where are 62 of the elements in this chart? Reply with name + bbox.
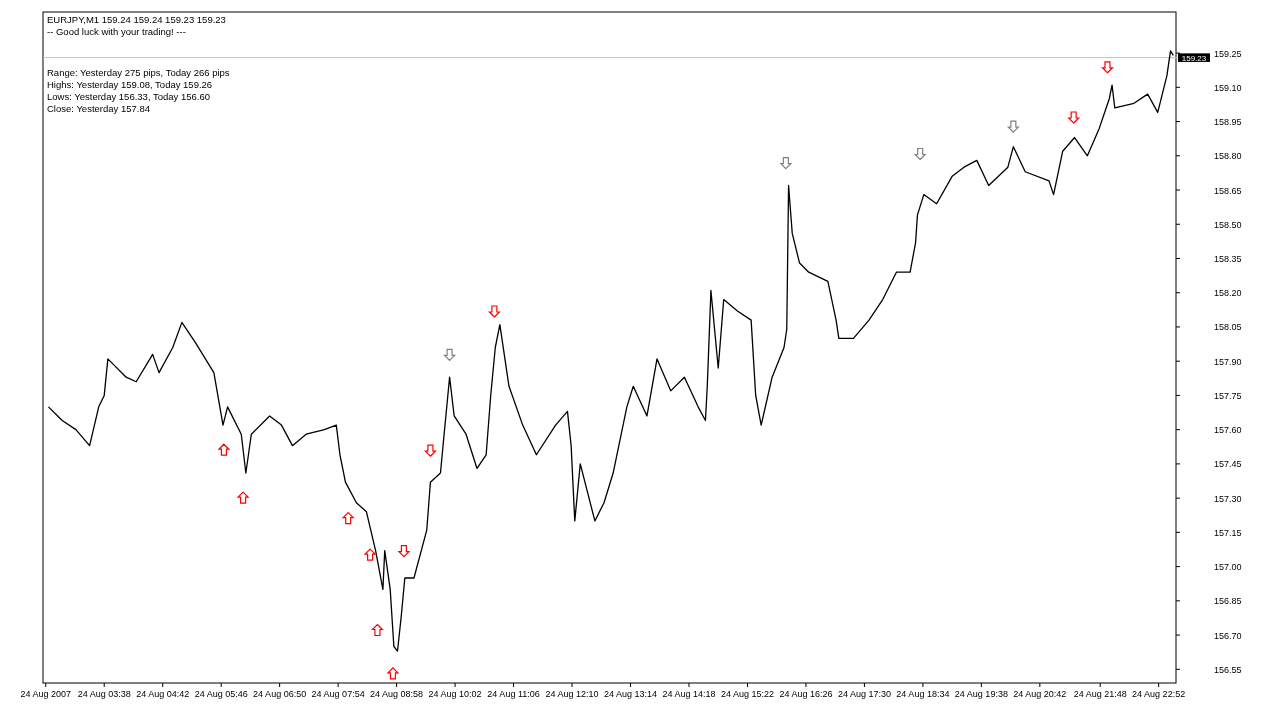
point bbox=[218, 443, 230, 456]
ref-line-label: 159.23 bbox=[1181, 53, 1207, 63]
x-tick-label: 24 Aug 19:38 bbox=[954, 689, 1008, 699]
x-tick-label: 24 Aug 2007 bbox=[20, 689, 72, 699]
point bbox=[1068, 111, 1080, 124]
x-tick-label: 24 Aug 13:14 bbox=[603, 689, 658, 699]
y-tick-label: 158.65 bbox=[1214, 185, 1242, 196]
x-tick-label: 24 Aug 08:58 bbox=[370, 689, 424, 699]
point bbox=[780, 157, 792, 170]
x-tick-label: 24 Aug 16:26 bbox=[779, 689, 833, 699]
point bbox=[364, 548, 376, 561]
y-tick-label: 158.80 bbox=[1214, 151, 1242, 162]
annotation: -- Good luck with your trading! --- bbox=[47, 26, 186, 37]
point bbox=[342, 512, 354, 525]
x-tick-label: 24 Aug 10:02 bbox=[428, 689, 482, 699]
y-tick-label: 157.90 bbox=[1214, 356, 1242, 367]
y-tick-label: 156.70 bbox=[1214, 630, 1242, 641]
x-tick-label: 24 Aug 20:42 bbox=[1013, 689, 1067, 699]
annotation: Lows: Yesterday 156.33, Today 156.60 bbox=[47, 91, 211, 102]
y-tick-label: 157.60 bbox=[1214, 425, 1242, 436]
point bbox=[444, 348, 456, 361]
point bbox=[398, 545, 410, 558]
annotation: Close: Yesterday 157.84 bbox=[47, 103, 150, 114]
y-tick-label: 157.45 bbox=[1214, 459, 1242, 470]
y-tick-label: 157.75 bbox=[1214, 390, 1242, 401]
point bbox=[1007, 120, 1019, 133]
y-tick-label: 159.10 bbox=[1214, 82, 1242, 93]
x-tick-label: 24 Aug 07:54 bbox=[311, 689, 365, 699]
annotation: Range: Yesterday 275 pips, Today 266 pips bbox=[47, 67, 230, 78]
y-tick-label: 158.20 bbox=[1214, 288, 1242, 299]
annotation: Highs: Yesterday 159.08, Today 159.26 bbox=[47, 79, 213, 90]
x-tick-label: 24 Aug 15:22 bbox=[720, 689, 774, 699]
y-tick-label: 157.00 bbox=[1214, 562, 1242, 573]
y-tick-label: 156.55 bbox=[1214, 664, 1242, 675]
y-tick-label: 159.25 bbox=[1214, 48, 1242, 59]
x-tick-label: 24 Aug 22:52 bbox=[1132, 689, 1186, 699]
point bbox=[488, 305, 500, 318]
y-tick-label: 158.05 bbox=[1214, 322, 1242, 333]
x-tick-label: 24 Aug 05:46 bbox=[194, 689, 248, 699]
point bbox=[371, 623, 384, 637]
x-tick-label: 24 Aug 21:48 bbox=[1073, 689, 1127, 699]
x-tick-label: 24 Aug 03:38 bbox=[77, 689, 131, 699]
y-tick-label: 158.35 bbox=[1214, 253, 1242, 264]
y-tick-label: 158.95 bbox=[1214, 117, 1242, 128]
y-tick-label: 157.15 bbox=[1214, 527, 1242, 538]
x-tick-label: 24 Aug 12:10 bbox=[545, 689, 599, 699]
x-tick-label: 24 Aug 11:06 bbox=[487, 689, 540, 699]
y-tick-label: 157.30 bbox=[1214, 493, 1242, 504]
x-tick-label: 24 Aug 04:42 bbox=[136, 689, 190, 699]
point bbox=[237, 491, 249, 504]
y-tick-label: 156.85 bbox=[1214, 596, 1242, 607]
x-tick-label: 24 Aug 17:30 bbox=[837, 689, 891, 699]
line-series bbox=[47, 50, 1174, 652]
y-tick-label: 158.50 bbox=[1214, 219, 1242, 230]
x-tick-label: 24 Aug 14:18 bbox=[662, 689, 716, 699]
chart-title: EURJPY,M1 159.24 159.24 159.23 159.23 bbox=[47, 14, 226, 25]
point bbox=[1101, 61, 1114, 74]
x-tick-label: 24 Aug 06:50 bbox=[253, 689, 307, 699]
point bbox=[424, 444, 437, 457]
x-tick-label: 24 Aug 18:34 bbox=[896, 689, 950, 699]
point bbox=[914, 147, 926, 161]
point bbox=[387, 667, 399, 680]
